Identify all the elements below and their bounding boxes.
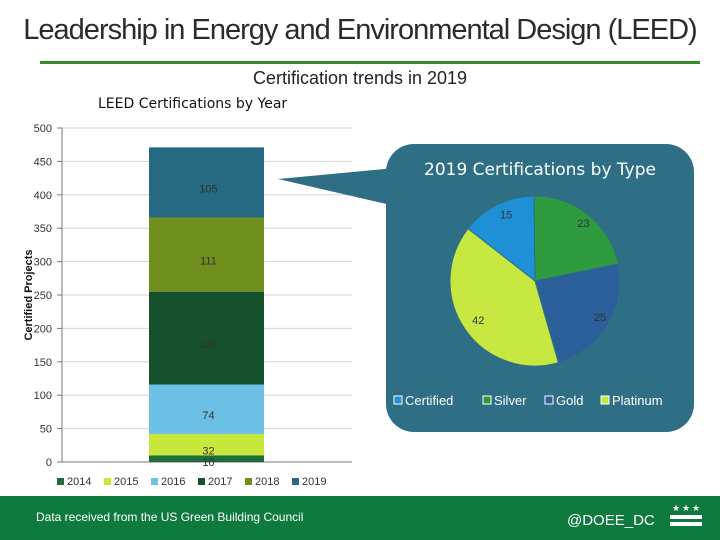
- pie-legend-swatch-gold: [544, 395, 554, 405]
- footer-social-handle[interactable]: @DOEE_DC: [567, 512, 655, 529]
- pie-chart-title: 2019 Certifications by Type: [424, 160, 656, 180]
- y-axis-label: Certified Projects: [23, 249, 35, 340]
- y-tick-label: 0: [46, 457, 52, 469]
- bar-value-label-2017: 139: [199, 339, 217, 351]
- callout-pointer: [278, 168, 395, 206]
- pie-legend-swatch-silver: [482, 395, 492, 405]
- page-subtitle: Certification trends in 2019: [252, 68, 468, 88]
- pie-legend-label-silver: Silver: [494, 393, 527, 408]
- footer-bar: [0, 496, 720, 540]
- legend-label-2017: 2017: [208, 476, 232, 488]
- y-tick-label: 250: [34, 290, 52, 302]
- bar-segment-2015: [149, 433, 264, 456]
- pie-value-label-certified: 15: [500, 210, 512, 222]
- y-tick-label: 100: [34, 390, 52, 402]
- legend-label-2015: 2015: [114, 476, 138, 488]
- legend-label-2019: 2019: [302, 476, 326, 488]
- legend-swatch-2018: [245, 478, 252, 485]
- svg-text:★: ★: [692, 503, 700, 513]
- pie-legend-label-gold: Gold: [556, 393, 583, 408]
- legend-swatch-2019: [292, 478, 299, 485]
- pie-value-label-gold: 25: [594, 312, 606, 324]
- bar-value-label-2014: 10: [202, 457, 214, 469]
- y-tick-label: 200: [34, 323, 52, 335]
- y-tick-label: 500: [34, 123, 52, 135]
- bar-value-label-2019: 105: [199, 183, 217, 195]
- dc-flag-icon: ★ ★ ★: [670, 503, 702, 526]
- legend-swatch-2016: [151, 478, 158, 485]
- y-tick-label: 150: [34, 357, 52, 369]
- pie-slice-certified: [467, 195, 536, 283]
- legend-swatch-2017: [198, 478, 205, 485]
- bar-segment-2018: [149, 217, 264, 292]
- legend-label-2016: 2016: [161, 476, 185, 488]
- bar-segment-2019: [149, 147, 264, 218]
- pie-legend-label-platinum: Platinum: [612, 393, 663, 408]
- y-tick-label: 300: [34, 257, 52, 269]
- pie-legend-label-certified: Certified: [405, 393, 453, 408]
- page-title: Leadership in Energy and Environmental D…: [23, 14, 697, 46]
- footer-source-text: Data received from the US Green Building…: [36, 510, 304, 524]
- pie-legend-swatch-platinum: [600, 395, 610, 405]
- bar-segment-2017: [149, 291, 264, 385]
- svg-text:★: ★: [682, 503, 690, 513]
- pie-slice-gold: [534, 263, 621, 364]
- y-tick-label: 400: [34, 190, 52, 202]
- stacked-bar-and-pie-chart: 0 50 100 150 200 250 300 350 400 450 500 Certified …: [23, 123, 663, 488]
- legend-label-2014: 2014: [67, 476, 91, 488]
- bar-chart-title: LEED Certifications by Year: [98, 96, 288, 112]
- title-divider: [40, 61, 700, 64]
- pie-value-label-silver: 23: [577, 218, 589, 230]
- bar-value-label-2015: 32: [202, 446, 214, 458]
- bar-value-label-2016: 74: [202, 410, 214, 422]
- pie-slice-silver: [533, 195, 619, 282]
- legend-label-2018: 2018: [255, 476, 279, 488]
- pie-value-label-platinum: 42: [472, 315, 484, 327]
- bar-segment-2016: [149, 384, 264, 434]
- bar-segment-2014: [149, 455, 264, 462]
- legend-swatch-2015: [104, 478, 111, 485]
- legend-swatch-2014: [57, 478, 64, 485]
- bar-value-label-2018: 111: [200, 256, 217, 268]
- y-tick-label: 50: [40, 424, 52, 436]
- pie-slice-platinum: [449, 227, 560, 367]
- pie-legend-swatch-certified: [393, 395, 403, 405]
- svg-text:★: ★: [672, 503, 680, 513]
- y-tick-label: 450: [34, 156, 52, 168]
- y-tick-label: 350: [34, 223, 52, 235]
